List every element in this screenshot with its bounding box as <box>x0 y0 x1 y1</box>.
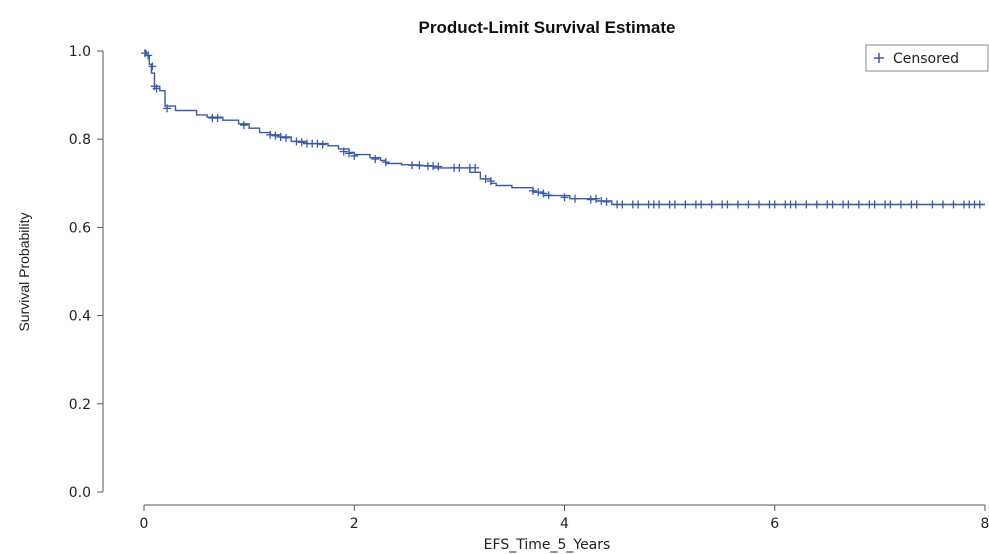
legend: Censored <box>865 44 989 72</box>
censored-marker <box>415 161 424 170</box>
censored-marker <box>975 200 984 209</box>
y-tick-label: 0.6 <box>69 220 91 236</box>
censored-marker <box>152 84 161 93</box>
y-axis-label: Survival Probability <box>16 212 32 331</box>
survival-curve-group <box>144 50 985 206</box>
censored-marker <box>292 137 301 146</box>
x-ticks: 0 2 4 6 8 <box>140 505 989 532</box>
censored-marker <box>586 195 595 204</box>
censored-marker <box>381 158 390 167</box>
censored-marker <box>707 200 716 209</box>
censored-marker <box>886 200 895 209</box>
censored-marker <box>681 200 690 209</box>
y-tick-label: 0.2 <box>69 397 91 413</box>
censored-marker <box>618 200 627 209</box>
censored-marker <box>754 200 763 209</box>
censored-marker <box>471 163 480 172</box>
censored-marker <box>434 162 443 171</box>
censored-marker <box>744 200 753 209</box>
legend-censored-icon <box>874 53 884 63</box>
y-tick-label: 1.0 <box>69 44 91 60</box>
x-tick-label: 6 <box>770 516 779 532</box>
censored-marker <box>733 200 742 209</box>
censored-marker <box>854 200 863 209</box>
censored-marker <box>408 161 417 170</box>
censored-marker <box>266 130 275 139</box>
censored-marker <box>634 200 643 209</box>
x-tick-label: 8 <box>981 516 989 532</box>
x-tick-label: 0 <box>140 516 149 532</box>
censored-marker <box>949 200 958 209</box>
censored-marker <box>655 200 664 209</box>
censored-marker <box>770 200 779 209</box>
censored-marker <box>350 151 359 160</box>
legend-box <box>865 44 989 72</box>
censored-marker <box>812 200 821 209</box>
censored-marker <box>163 104 172 113</box>
censored-marker <box>560 193 569 202</box>
censored-marker <box>912 200 921 209</box>
censored-marker <box>371 155 380 164</box>
censored-marker <box>928 200 937 209</box>
y-tick-label: 0.0 <box>69 485 91 501</box>
censored-marker <box>571 194 580 203</box>
axes <box>102 51 985 506</box>
censored-marker <box>455 163 464 172</box>
censored-marker <box>148 62 157 71</box>
censored-marker <box>339 147 348 156</box>
censored-marker <box>271 131 280 140</box>
censored-marker <box>276 132 285 141</box>
y-tick-label: 0.4 <box>69 309 91 325</box>
censored-marker <box>844 200 853 209</box>
censored-marker <box>791 200 800 209</box>
censored-marker <box>144 51 153 60</box>
censored-marker <box>670 200 679 209</box>
chart-title: Product-Limit Survival Estimate <box>419 18 676 37</box>
censored-markers <box>141 49 984 209</box>
censored-marker <box>486 177 495 186</box>
censored-marker <box>313 139 322 148</box>
survival-curve <box>144 50 985 206</box>
censored-marker <box>938 200 947 209</box>
censored-marker <box>697 200 706 209</box>
censored-marker <box>534 188 543 197</box>
censored-marker <box>828 200 837 209</box>
x-axis-label: EFS_Time_5_Years <box>484 537 611 553</box>
censored-marker <box>239 121 248 130</box>
x-tick-label: 4 <box>560 516 569 532</box>
legend-label-censored: Censored <box>893 51 959 67</box>
censored-marker <box>318 140 327 149</box>
censored-marker <box>544 191 553 200</box>
censored-marker <box>344 149 353 158</box>
censored-marker <box>592 194 601 203</box>
y-ticks: 0.0 0.2 0.4 0.6 0.8 1.0 <box>69 44 103 501</box>
censored-marker <box>281 133 290 142</box>
censored-marker <box>539 189 548 198</box>
censored-marker <box>213 114 222 123</box>
censored-marker <box>481 174 490 183</box>
y-tick-label: 0.8 <box>69 132 91 148</box>
censored-marker <box>896 200 905 209</box>
censored-marker <box>297 138 306 147</box>
censored-marker <box>597 196 606 205</box>
censored-marker <box>802 200 811 209</box>
censored-marker <box>602 197 611 206</box>
censored-marker <box>870 200 879 209</box>
censored-marker <box>528 186 537 195</box>
x-tick-label: 2 <box>350 516 359 532</box>
censored-marker <box>723 200 732 209</box>
